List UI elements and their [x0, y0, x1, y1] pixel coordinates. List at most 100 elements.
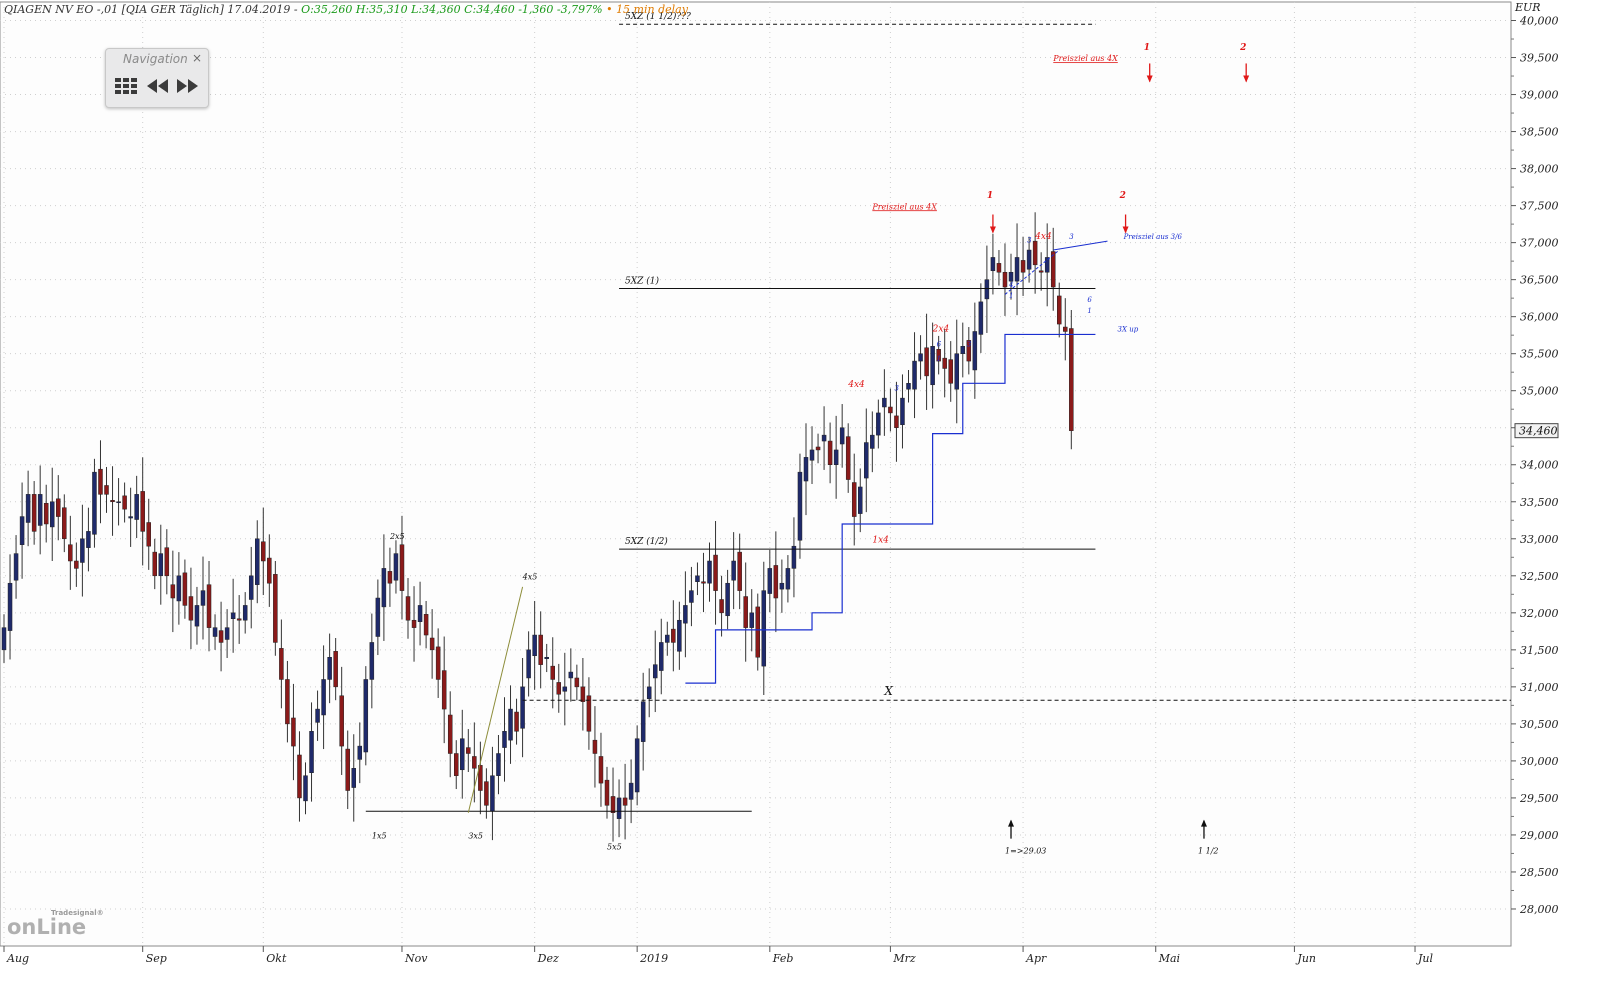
annotation-blue: 3	[1069, 233, 1074, 241]
level-label: 5XZ (1/2)	[625, 536, 668, 547]
annotation-black: 2x5	[389, 532, 405, 541]
annotation-red: 1x4	[872, 535, 889, 545]
candle-body	[797, 471, 803, 541]
y-tick-label: 29,500	[1519, 792, 1559, 805]
candle-body	[707, 560, 712, 584]
candle-body	[134, 494, 139, 520]
candle-body	[80, 538, 85, 563]
rewind-icon[interactable]	[146, 77, 170, 99]
candle-body	[502, 731, 507, 748]
annotation-red: 2x4	[932, 324, 950, 334]
candle-body	[25, 494, 31, 523]
candle-body	[411, 619, 417, 628]
candle-body	[267, 557, 272, 584]
grid-icon[interactable]	[115, 77, 139, 99]
candle-body	[695, 575, 700, 582]
candle-body	[194, 605, 200, 627]
candle-body	[972, 331, 978, 371]
candle-body	[942, 357, 947, 369]
candle-body	[279, 648, 284, 680]
close-icon[interactable]: ×	[191, 51, 202, 65]
candle-body	[900, 397, 905, 426]
candle-body	[49, 501, 55, 528]
candle-body	[375, 597, 381, 637]
candle-body	[1063, 326, 1068, 332]
annotation-blue: 3	[1027, 237, 1032, 245]
candle-body	[369, 642, 375, 680]
annotation-blue: 3	[967, 340, 972, 348]
annotation-red: 1	[1144, 43, 1150, 53]
candle-body	[1014, 257, 1020, 282]
candle-body	[833, 449, 839, 465]
candle-body	[31, 494, 37, 532]
candle-body	[610, 796, 616, 813]
candle-body	[1002, 271, 1008, 288]
candle-body	[683, 605, 688, 624]
navigation-panel[interactable]: Navigation ×	[105, 48, 209, 108]
candle-body	[236, 618, 242, 621]
candle-body	[737, 551, 742, 591]
candle-body	[677, 619, 682, 652]
y-axis-unit: EUR	[1514, 1, 1541, 14]
candle-body	[104, 485, 109, 495]
candle-body	[466, 747, 471, 754]
candle-body	[526, 649, 531, 679]
fast-forward-icon[interactable]	[176, 77, 200, 99]
annotation-blue: 6	[937, 340, 942, 348]
candle-body	[13, 553, 19, 581]
x-tick-label: Mrz	[892, 952, 916, 965]
down-arrow-head	[1122, 226, 1129, 234]
candle-body	[743, 596, 748, 628]
candle-body	[472, 756, 477, 769]
annotation-black: 1x5	[372, 832, 387, 841]
candle-body	[785, 568, 791, 590]
candle-body	[616, 797, 622, 819]
candle-body	[454, 753, 459, 776]
candle-body	[924, 347, 929, 377]
y-tick-label: 36,000	[1520, 311, 1559, 324]
y-tick-label: 28,500	[1519, 866, 1559, 879]
candle-body	[393, 553, 399, 581]
header-title: QIAGEN NV EO -,01 [QIA GER Täglich] 17.0…	[4, 3, 302, 16]
y-tick-label: 31,500	[1520, 644, 1559, 657]
y-tick-label: 40,000	[1519, 15, 1559, 28]
y-tick-label: 33,500	[1520, 496, 1559, 509]
y-tick-label: 35,000	[1520, 385, 1559, 398]
x-tick-label: Sep	[146, 952, 167, 965]
candle-body	[176, 575, 182, 602]
candle-body	[586, 695, 592, 732]
y-tick-label: 30,500	[1520, 718, 1559, 731]
candle-body	[1020, 260, 1026, 273]
candle-body	[839, 427, 845, 445]
candle-body	[628, 782, 634, 800]
candle-body	[821, 434, 827, 442]
candle-body	[291, 717, 296, 747]
candle-body	[948, 359, 953, 384]
x-tick-label: Feb	[772, 952, 794, 965]
candle-body	[170, 584, 176, 599]
candle-body	[640, 701, 646, 742]
candle-body	[827, 440, 833, 465]
y-tick-label: 38,500	[1520, 126, 1559, 139]
blue-target-line	[1004, 249, 1060, 295]
chart-header: QIAGEN NV EO -,01 [QIA GER Täglich] 17.0…	[4, 3, 688, 16]
candle-body	[158, 553, 164, 577]
y-tick-label: 36,500	[1520, 274, 1559, 287]
candle-body	[230, 612, 236, 619]
annotation-blue: 3X up	[1118, 325, 1139, 333]
candle-body	[405, 596, 411, 621]
candle-body	[19, 516, 25, 545]
candle-body	[960, 346, 966, 354]
candle-body	[140, 491, 145, 532]
candle-body	[218, 630, 224, 643]
candle-body	[1026, 249, 1032, 270]
candle-body	[37, 494, 43, 526]
candle-body	[701, 581, 706, 584]
candle-body	[206, 584, 212, 628]
logo-small-text: Tradesignal®	[51, 909, 104, 917]
down-arrow-head	[989, 226, 996, 234]
candle-body	[327, 656, 332, 680]
candle-body	[435, 646, 441, 680]
up-arrow-head	[1200, 819, 1207, 827]
